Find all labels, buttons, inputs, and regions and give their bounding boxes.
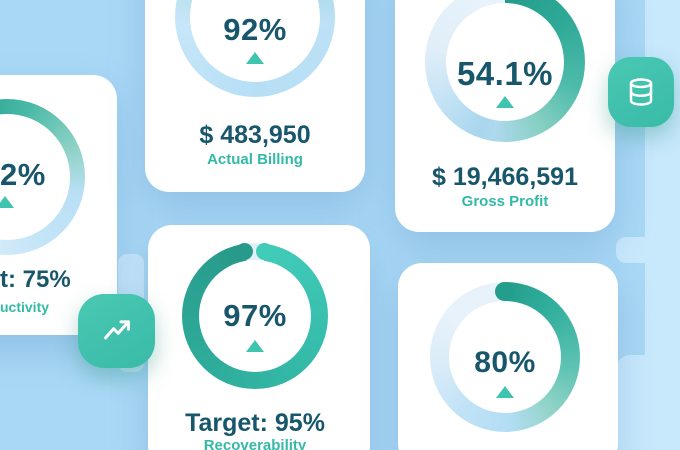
target-value: t: 75% — [0, 266, 71, 293]
database-button[interactable] — [608, 57, 674, 127]
card-label: Actual Billing — [207, 151, 303, 168]
database-icon — [626, 76, 656, 108]
background-band-right-gap — [616, 237, 680, 263]
trend-up-triangle-icon — [246, 52, 264, 64]
trend-up-triangle-icon — [496, 96, 514, 108]
gauge-percent-value: 97% — [223, 298, 287, 333]
gauge-cap — [236, 243, 253, 260]
gauge-ring-recoverability — [182, 243, 328, 389]
amount-value: $ 483,950 — [199, 121, 311, 149]
target-value: Target: 95% — [185, 409, 325, 437]
card-label: uctivity — [0, 299, 50, 315]
card-label: Recoverability — [203, 437, 307, 450]
trend-up-triangle-icon — [246, 340, 264, 352]
trend-up-icon — [101, 315, 133, 347]
gauge-cap — [256, 243, 273, 260]
card-label: Gross Profit — [461, 193, 549, 210]
gauge-hole — [199, 260, 311, 372]
trend-up-triangle-icon — [496, 386, 514, 398]
gauge-ring-bottom-right — [430, 282, 580, 432]
background-band-right-bottom — [616, 355, 680, 450]
gauge-percent-value: 80% — [474, 346, 536, 379]
gauge-ring-actual-billing — [175, 0, 335, 97]
gauge-percent-value: 92% — [223, 12, 287, 47]
trend-button[interactable] — [78, 294, 155, 368]
gauge-percent-value: 2% — [0, 157, 46, 192]
amount-value: $ 19,466,591 — [432, 163, 578, 191]
gauge-percent-value: 54.1% — [456, 55, 554, 92]
gauge-cap — [495, 282, 514, 301]
trend-up-triangle-icon — [0, 196, 14, 208]
